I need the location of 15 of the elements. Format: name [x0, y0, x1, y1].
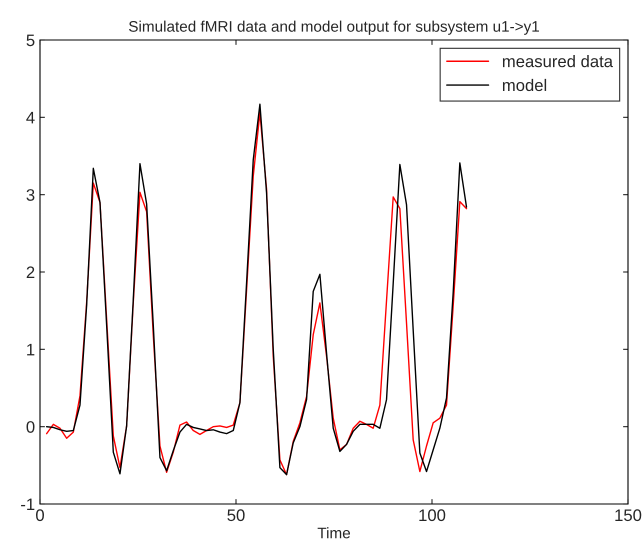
x-axis-title: Time — [318, 527, 350, 538]
y-tick-label: 4 — [26, 112, 35, 124]
x-tick-label: 100 — [419, 509, 446, 522]
y-tick-label: 2 — [26, 266, 34, 278]
y-tick-label: 3 — [26, 189, 34, 201]
x-tick-label: 0 — [36, 509, 44, 522]
legend-label: model — [502, 78, 546, 92]
chart-title: Simulated fMRI data and model output for subsystem u1->y1 — [128, 20, 539, 35]
y-tick-label: 0 — [26, 421, 34, 433]
x-tick-label: 150 — [615, 509, 642, 522]
y-tick-label: 1 — [27, 344, 34, 356]
legend-label: measured data — [502, 55, 614, 68]
y-tick-label: 5 — [26, 34, 34, 46]
y-tick-label: -1 — [21, 498, 34, 510]
x-tick-label: 50 — [227, 509, 245, 522]
